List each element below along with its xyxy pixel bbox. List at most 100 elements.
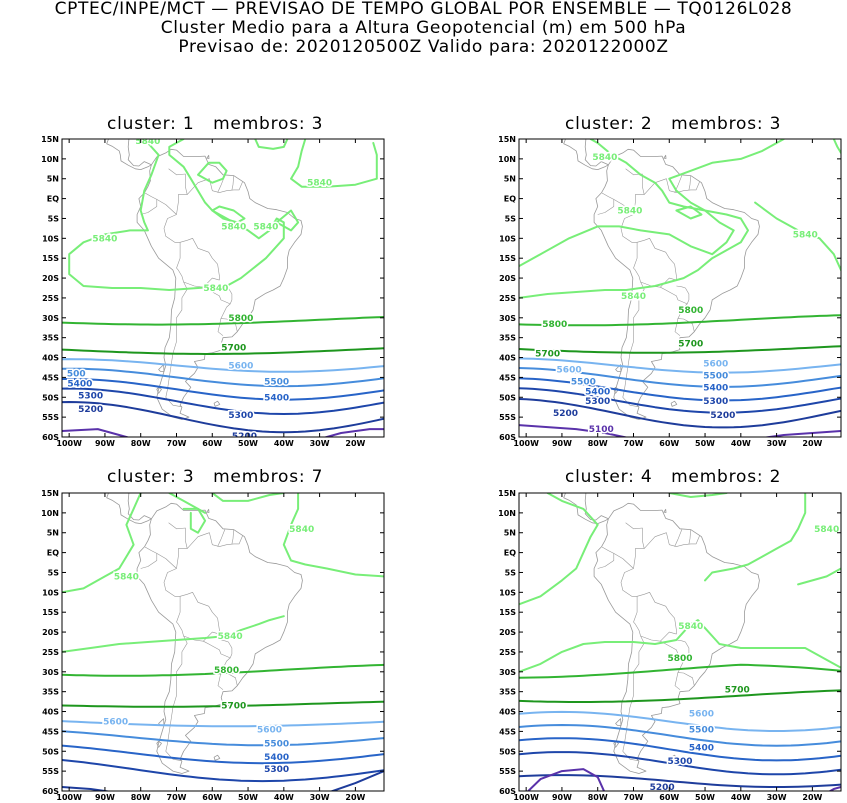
lat-tick-label: 15N: [41, 489, 59, 498]
isoline-5840: [519, 139, 785, 299]
island-coastline: [613, 740, 619, 748]
isoline-5840: [275, 209, 300, 232]
lat-tick-label: 10S: [499, 234, 516, 243]
country-border: [186, 178, 243, 195]
lat-tick-label: 20S: [499, 628, 516, 637]
isoline-5840: [754, 201, 841, 272]
lat-tick-label: 10N: [498, 509, 516, 518]
lon-tick-label: 60W: [659, 439, 679, 448]
isoline-5840: [197, 161, 228, 184]
isoline-5500: [519, 367, 841, 388]
isoline-5840: [668, 493, 728, 498]
lat-tick-label: 30S: [499, 668, 516, 677]
lon-tick-label: 30W: [310, 793, 330, 802]
central-america-coastline: [563, 493, 609, 524]
header-line-2: Cluster Medio para a Altura Geopotencial…: [160, 18, 687, 38]
country-border: [613, 553, 634, 569]
south-america-coastline: [593, 148, 760, 420]
lat-tick-label: 15S: [499, 254, 516, 263]
country-border: [677, 318, 695, 332]
isoline-5600: [519, 710, 841, 732]
country-border: [688, 529, 691, 544]
contour-label: 5400: [264, 393, 289, 403]
island-coastline: [615, 718, 622, 726]
isoline-5840: [62, 615, 285, 653]
country-border: [613, 199, 634, 215]
contour-label: 5800: [214, 666, 239, 676]
lat-tick-label: 30S: [42, 668, 59, 677]
country-border: [625, 168, 645, 215]
contour-label: 5800: [542, 320, 567, 330]
map-frame: [518, 138, 842, 438]
lat-tick-label: 5S: [505, 568, 517, 577]
map-content: 5840 5840 5840 5800 5700 5600 5600 5500 5400 5300: [62, 493, 384, 791]
lat-tick-label: EQ: [47, 549, 59, 558]
panel-3-title: cluster: 3 membros: 7: [107, 467, 324, 487]
contour-label: 5840: [289, 525, 314, 535]
country-border: [688, 175, 691, 190]
country-border: [140, 192, 158, 215]
lat-tick-label: 45S: [42, 373, 59, 382]
lon-tick-label: 80W: [588, 793, 608, 802]
contour-label: 5300: [585, 397, 610, 407]
country-border: [165, 267, 188, 408]
map-background: [62, 493, 384, 791]
lat-tick-label: 10S: [42, 588, 59, 597]
island-coastline: [156, 740, 162, 748]
country-border: [168, 168, 188, 215]
central-america-coastline: [106, 139, 152, 170]
contour-label: 5840: [592, 153, 617, 163]
contour-label: 5300: [264, 765, 289, 775]
lat-tick-label: 55S: [499, 413, 516, 422]
contour-label: 5600: [257, 725, 282, 735]
lon-tick-label: 60W: [202, 793, 222, 802]
lat-tick-label: 40S: [42, 708, 59, 717]
isoline-5600: [62, 358, 384, 373]
lat-tick-label: 25S: [499, 648, 516, 657]
contour-label: 5400: [67, 379, 92, 389]
lat-tick-label: 5N: [47, 175, 59, 184]
lat-tick-label: 30S: [499, 314, 516, 323]
contour-label: 5400: [585, 387, 610, 397]
country-border: [677, 672, 695, 686]
contour-label: 5200: [232, 432, 257, 442]
isoline-5840: [211, 205, 246, 224]
contour-label: 5400: [264, 753, 289, 763]
lon-tick-label: 30W: [310, 439, 330, 448]
isoline-5100: [762, 430, 841, 437]
island-coastline: [620, 474, 639, 481]
contour-label: 5300: [703, 397, 728, 407]
lat-tick-label: 50S: [42, 393, 59, 402]
map-frame: [518, 492, 842, 792]
lon-tick-label: 100W: [513, 439, 539, 448]
lat-tick-label: EQ: [47, 195, 59, 204]
lat-tick-label: 25S: [499, 294, 516, 303]
lat-tick-label: 35S: [499, 688, 516, 697]
isoline-5700: [62, 347, 384, 355]
isoline-5840: [290, 139, 378, 188]
lat-tick-label: 60S: [42, 787, 59, 796]
contour-label: 5600: [703, 359, 728, 369]
isoline-5840: [519, 139, 735, 268]
country-border: [217, 672, 224, 690]
contour-label: 5840: [218, 632, 243, 642]
lat-tick-label: 15N: [41, 135, 59, 144]
lat-tick-label: 20S: [42, 274, 59, 283]
isoline-5300: [62, 759, 384, 783]
country-border: [231, 529, 234, 544]
contour-label: 500: [67, 369, 86, 379]
country-border: [643, 532, 700, 549]
isoline-5800: [519, 314, 841, 327]
lat-tick-label: 10N: [41, 509, 59, 518]
country-border: [674, 672, 681, 690]
country-border: [660, 285, 690, 305]
country-border: [674, 529, 683, 547]
lat-tick-label: 15N: [498, 135, 516, 144]
lat-tick-label: 10N: [41, 155, 59, 164]
lon-tick-label: 40W: [274, 793, 294, 802]
isoline-5400: [519, 377, 841, 402]
lat-tick-label: 50S: [499, 393, 516, 402]
